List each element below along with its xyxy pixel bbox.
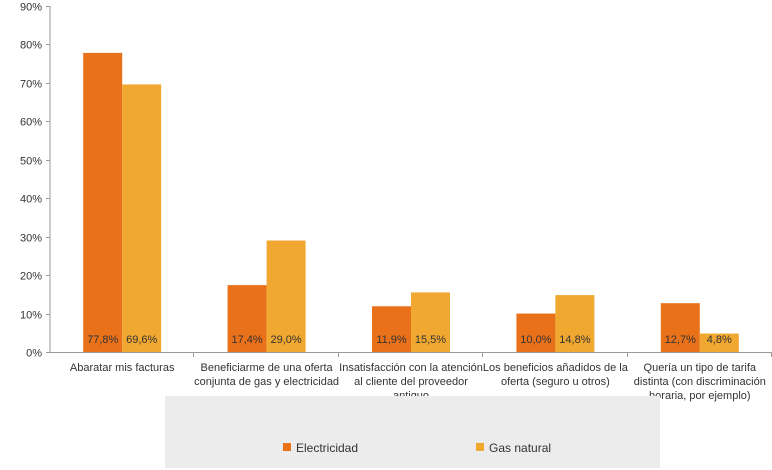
category-label-line: oferta (seguro u otros) <box>501 376 610 388</box>
data-label: 17,4% <box>231 334 262 346</box>
x-axis <box>50 352 772 357</box>
legend-box <box>165 396 660 468</box>
y-tick-label: 40% <box>20 194 42 206</box>
bar <box>411 292 450 352</box>
y-tick-label: 80% <box>20 40 42 52</box>
data-label: 14,8% <box>559 334 590 346</box>
y-tick-label: 0% <box>26 348 42 360</box>
data-labels: 77,8% 69,6% 17,4% 29,0% 11,9% 15,5% 10,0% 14,8%… <box>87 334 732 346</box>
y-tick-label: 90% <box>20 2 42 14</box>
category-label: Los beneficios añadidos de la oferta (seg… <box>483 362 629 388</box>
y-tick-label: 70% <box>20 79 42 91</box>
bar <box>83 52 123 352</box>
category-label-line: distinta (con discriminación <box>634 376 766 388</box>
legend-swatch <box>283 443 291 451</box>
legend-swatch <box>476 443 484 451</box>
bar <box>372 306 411 352</box>
category-label-line: conjunta de gas y electricidad <box>194 376 339 388</box>
bar <box>516 313 556 352</box>
category-labels: Abaratar mis facturas Beneficiarme de una… <box>70 362 766 402</box>
data-label: 4,8% <box>707 334 732 346</box>
data-label: 29,0% <box>270 334 301 346</box>
legend: Electricidad Gas natural <box>165 396 660 468</box>
y-tick-label: 20% <box>20 271 42 283</box>
data-label: 11,9% <box>376 334 407 346</box>
y-axis: 0% 10% 20% 30% 40% 50% 60% 70% 80% 90% <box>20 2 51 360</box>
data-label: 69,6% <box>126 334 157 346</box>
category-label: Abaratar mis facturas <box>70 362 175 374</box>
y-tick-label: 60% <box>20 117 42 129</box>
category-label-line: Quería un tipo de tarifa <box>644 362 757 374</box>
data-label: 15,5% <box>415 334 446 346</box>
bar <box>660 303 700 352</box>
bar <box>266 240 306 352</box>
bar <box>699 333 739 352</box>
category-label-line: Beneficiarme de una oferta <box>201 362 334 374</box>
y-tick-label: 50% <box>20 156 42 168</box>
data-label: 77,8% <box>87 334 118 346</box>
category-label-line: al cliente del proveedor <box>354 376 468 388</box>
legend-label: Electricidad <box>296 441 358 455</box>
category-label: Beneficiarme de una oferta conjunta de ga… <box>194 362 339 388</box>
y-tick-label: 10% <box>20 310 42 322</box>
category-label: Quería un tipo de tarifa distinta (con di… <box>634 362 766 402</box>
bar <box>227 285 267 352</box>
category-label-line: Los beneficios añadidos de la <box>483 362 629 374</box>
data-label: 10,0% <box>520 334 551 346</box>
bar <box>555 295 595 352</box>
category-label-line: horaria, por ejemplo) <box>649 390 751 402</box>
category-label-line: Abaratar mis facturas <box>70 362 175 374</box>
legend-label: Gas natural <box>489 441 551 455</box>
y-tick-label: 30% <box>20 233 42 245</box>
bars <box>83 52 739 352</box>
category-label-line: Insatisfacción con la atención <box>339 362 483 374</box>
bar <box>122 84 162 352</box>
data-label: 12,7% <box>665 334 696 346</box>
